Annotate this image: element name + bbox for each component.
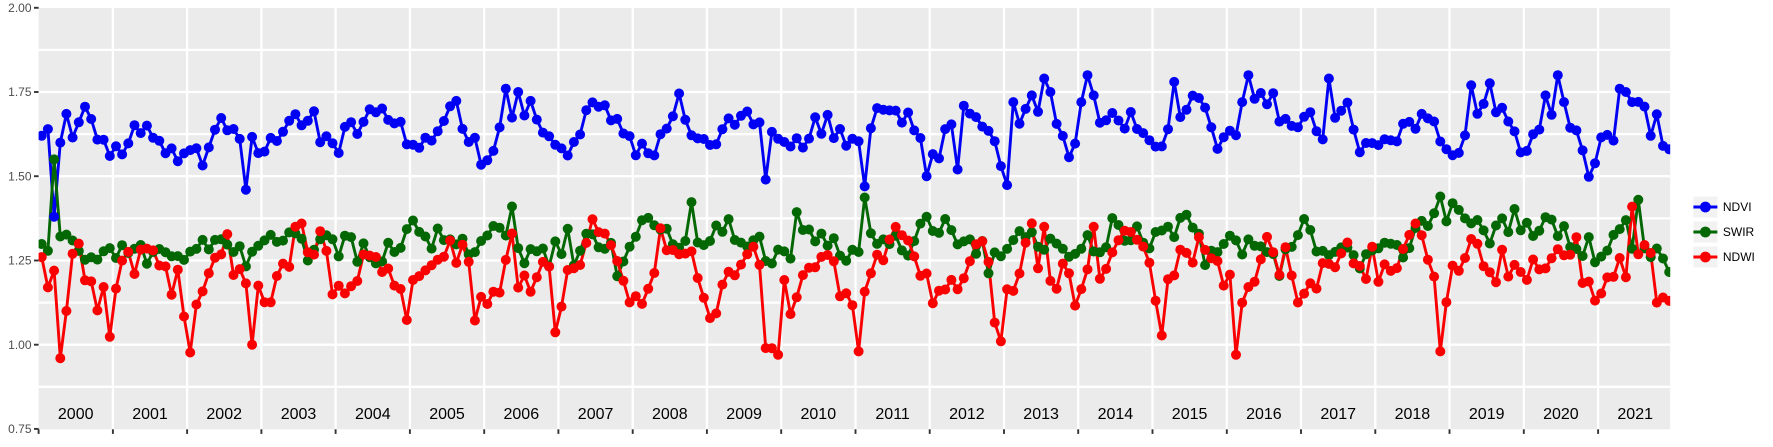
svg-text:2013: 2013 <box>1023 406 1059 423</box>
svg-text:2020: 2020 <box>1543 406 1579 423</box>
svg-text:2004: 2004 <box>355 406 391 423</box>
svg-text:1.50: 1.50 <box>8 169 32 183</box>
svg-text:2003: 2003 <box>281 406 317 423</box>
svg-text:2012: 2012 <box>949 406 985 423</box>
svg-text:2006: 2006 <box>504 406 540 423</box>
svg-text:0.75: 0.75 <box>8 422 32 436</box>
svg-text:2021: 2021 <box>1617 406 1653 423</box>
svg-text:1.25: 1.25 <box>8 254 32 268</box>
svg-text:2008: 2008 <box>652 406 688 423</box>
svg-text:2015: 2015 <box>1172 406 1208 423</box>
svg-text:1.75: 1.75 <box>8 85 32 99</box>
svg-text:2000: 2000 <box>58 406 94 423</box>
svg-text:2010: 2010 <box>801 406 837 423</box>
svg-text:2007: 2007 <box>578 406 614 423</box>
svg-text:NDWI: NDWI <box>1723 250 1755 264</box>
svg-text:1.00: 1.00 <box>8 338 32 352</box>
svg-text:2.00: 2.00 <box>8 1 32 15</box>
svg-text:2017: 2017 <box>1320 406 1356 423</box>
svg-text:2016: 2016 <box>1246 406 1282 423</box>
svg-text:2005: 2005 <box>429 406 465 423</box>
svg-text:2018: 2018 <box>1395 406 1431 423</box>
svg-text:2009: 2009 <box>726 406 762 423</box>
svg-text:2014: 2014 <box>1098 406 1134 423</box>
svg-text:NDVI: NDVI <box>1723 200 1752 214</box>
svg-text:2019: 2019 <box>1469 406 1505 423</box>
svg-text:2011: 2011 <box>875 406 910 423</box>
svg-text:SWIR: SWIR <box>1723 225 1755 239</box>
svg-text:2001: 2001 <box>132 406 168 423</box>
svg-text:2002: 2002 <box>206 406 242 423</box>
